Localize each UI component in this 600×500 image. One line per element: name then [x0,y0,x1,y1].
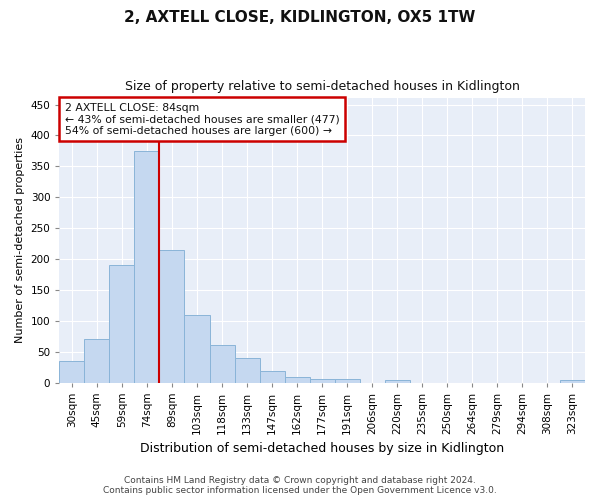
Bar [260,372,284,382]
Bar [235,358,260,382]
Bar [209,346,235,383]
Text: 2 AXTELL CLOSE: 84sqm
← 43% of semi-detached houses are smaller (477)
54% of sem: 2 AXTELL CLOSE: 84sqm ← 43% of semi-deta… [65,102,340,136]
X-axis label: Distribution of semi-detached houses by size in Kidlington: Distribution of semi-detached houses by … [140,442,504,455]
Bar [385,380,410,382]
Text: 2, AXTELL CLOSE, KIDLINGTON, OX5 1TW: 2, AXTELL CLOSE, KIDLINGTON, OX5 1TW [124,10,476,25]
Bar [335,380,360,382]
Bar [134,151,160,382]
Bar [184,314,209,382]
Bar [284,377,310,382]
Bar [59,361,85,382]
Bar [160,250,184,382]
Bar [85,340,109,382]
Bar [560,380,585,382]
Text: Contains HM Land Registry data © Crown copyright and database right 2024.
Contai: Contains HM Land Registry data © Crown c… [103,476,497,495]
Bar [310,380,335,382]
Title: Size of property relative to semi-detached houses in Kidlington: Size of property relative to semi-detach… [125,80,520,93]
Bar [109,265,134,382]
Y-axis label: Number of semi-detached properties: Number of semi-detached properties [15,138,25,344]
